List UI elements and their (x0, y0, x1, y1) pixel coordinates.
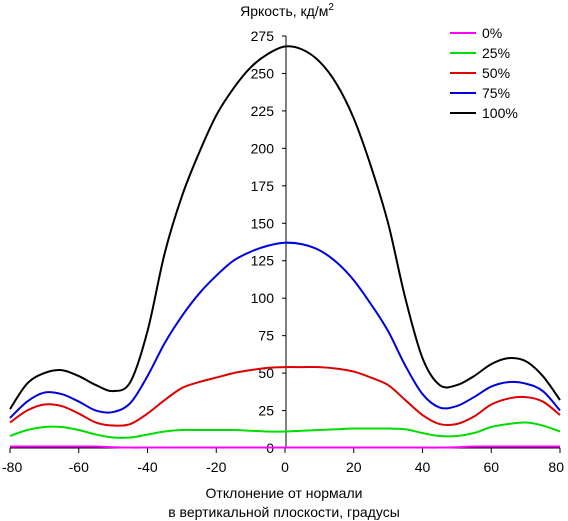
x-axis-label-line1: Отклонение от нормали (206, 485, 363, 501)
y-tick-label: 175 (251, 178, 275, 194)
x-tick-label: 80 (548, 459, 564, 475)
y-tick-label: 125 (251, 253, 275, 269)
series-line-100pct (9, 45, 561, 410)
legend: 0% 25% 50% 75% 100% (450, 25, 518, 121)
x-tick-label: 0 (281, 459, 289, 475)
x-axis-label-line2: в вертикальной плоскости, градусы (168, 504, 400, 520)
x-tick-label: 20 (346, 459, 362, 475)
x-ticks: -80 -60 -40 -20 0 20 40 60 80 (2, 448, 564, 475)
x-tick-label: -80 (2, 459, 22, 475)
legend-label: 75% (482, 85, 510, 101)
series-line-50pct (9, 365, 561, 427)
x-tick-label: -60 (69, 459, 89, 475)
series-line-75pct (9, 241, 561, 419)
y-tick-label: 75 (258, 328, 274, 344)
legend-label: 25% (482, 45, 510, 61)
x-tick-label: 40 (415, 459, 431, 475)
x-axis: -80 -60 -40 -20 0 20 40 60 80 (2, 447, 564, 475)
chart-title: Яркость, кд/м2 (240, 2, 334, 19)
y-tick-label: 25 (258, 403, 274, 419)
legend-label: 50% (482, 65, 510, 81)
y-tick-label: 250 (251, 65, 275, 81)
y-tick-label: 225 (251, 103, 275, 119)
x-tick-label: -40 (137, 459, 157, 475)
series-line-0pct (9, 445, 560, 449)
y-tick-label: 100 (251, 290, 275, 306)
y-tick-label: 200 (251, 140, 275, 156)
y-tick-label: 275 (251, 28, 275, 44)
x-tick-label: 60 (483, 459, 499, 475)
y-tick-label: 150 (251, 215, 275, 231)
series-line-25pct (9, 421, 561, 439)
legend-label: 100% (482, 105, 518, 121)
x-tick-label: -20 (206, 459, 226, 475)
series-group (9, 45, 561, 449)
legend-label: 0% (482, 25, 502, 41)
